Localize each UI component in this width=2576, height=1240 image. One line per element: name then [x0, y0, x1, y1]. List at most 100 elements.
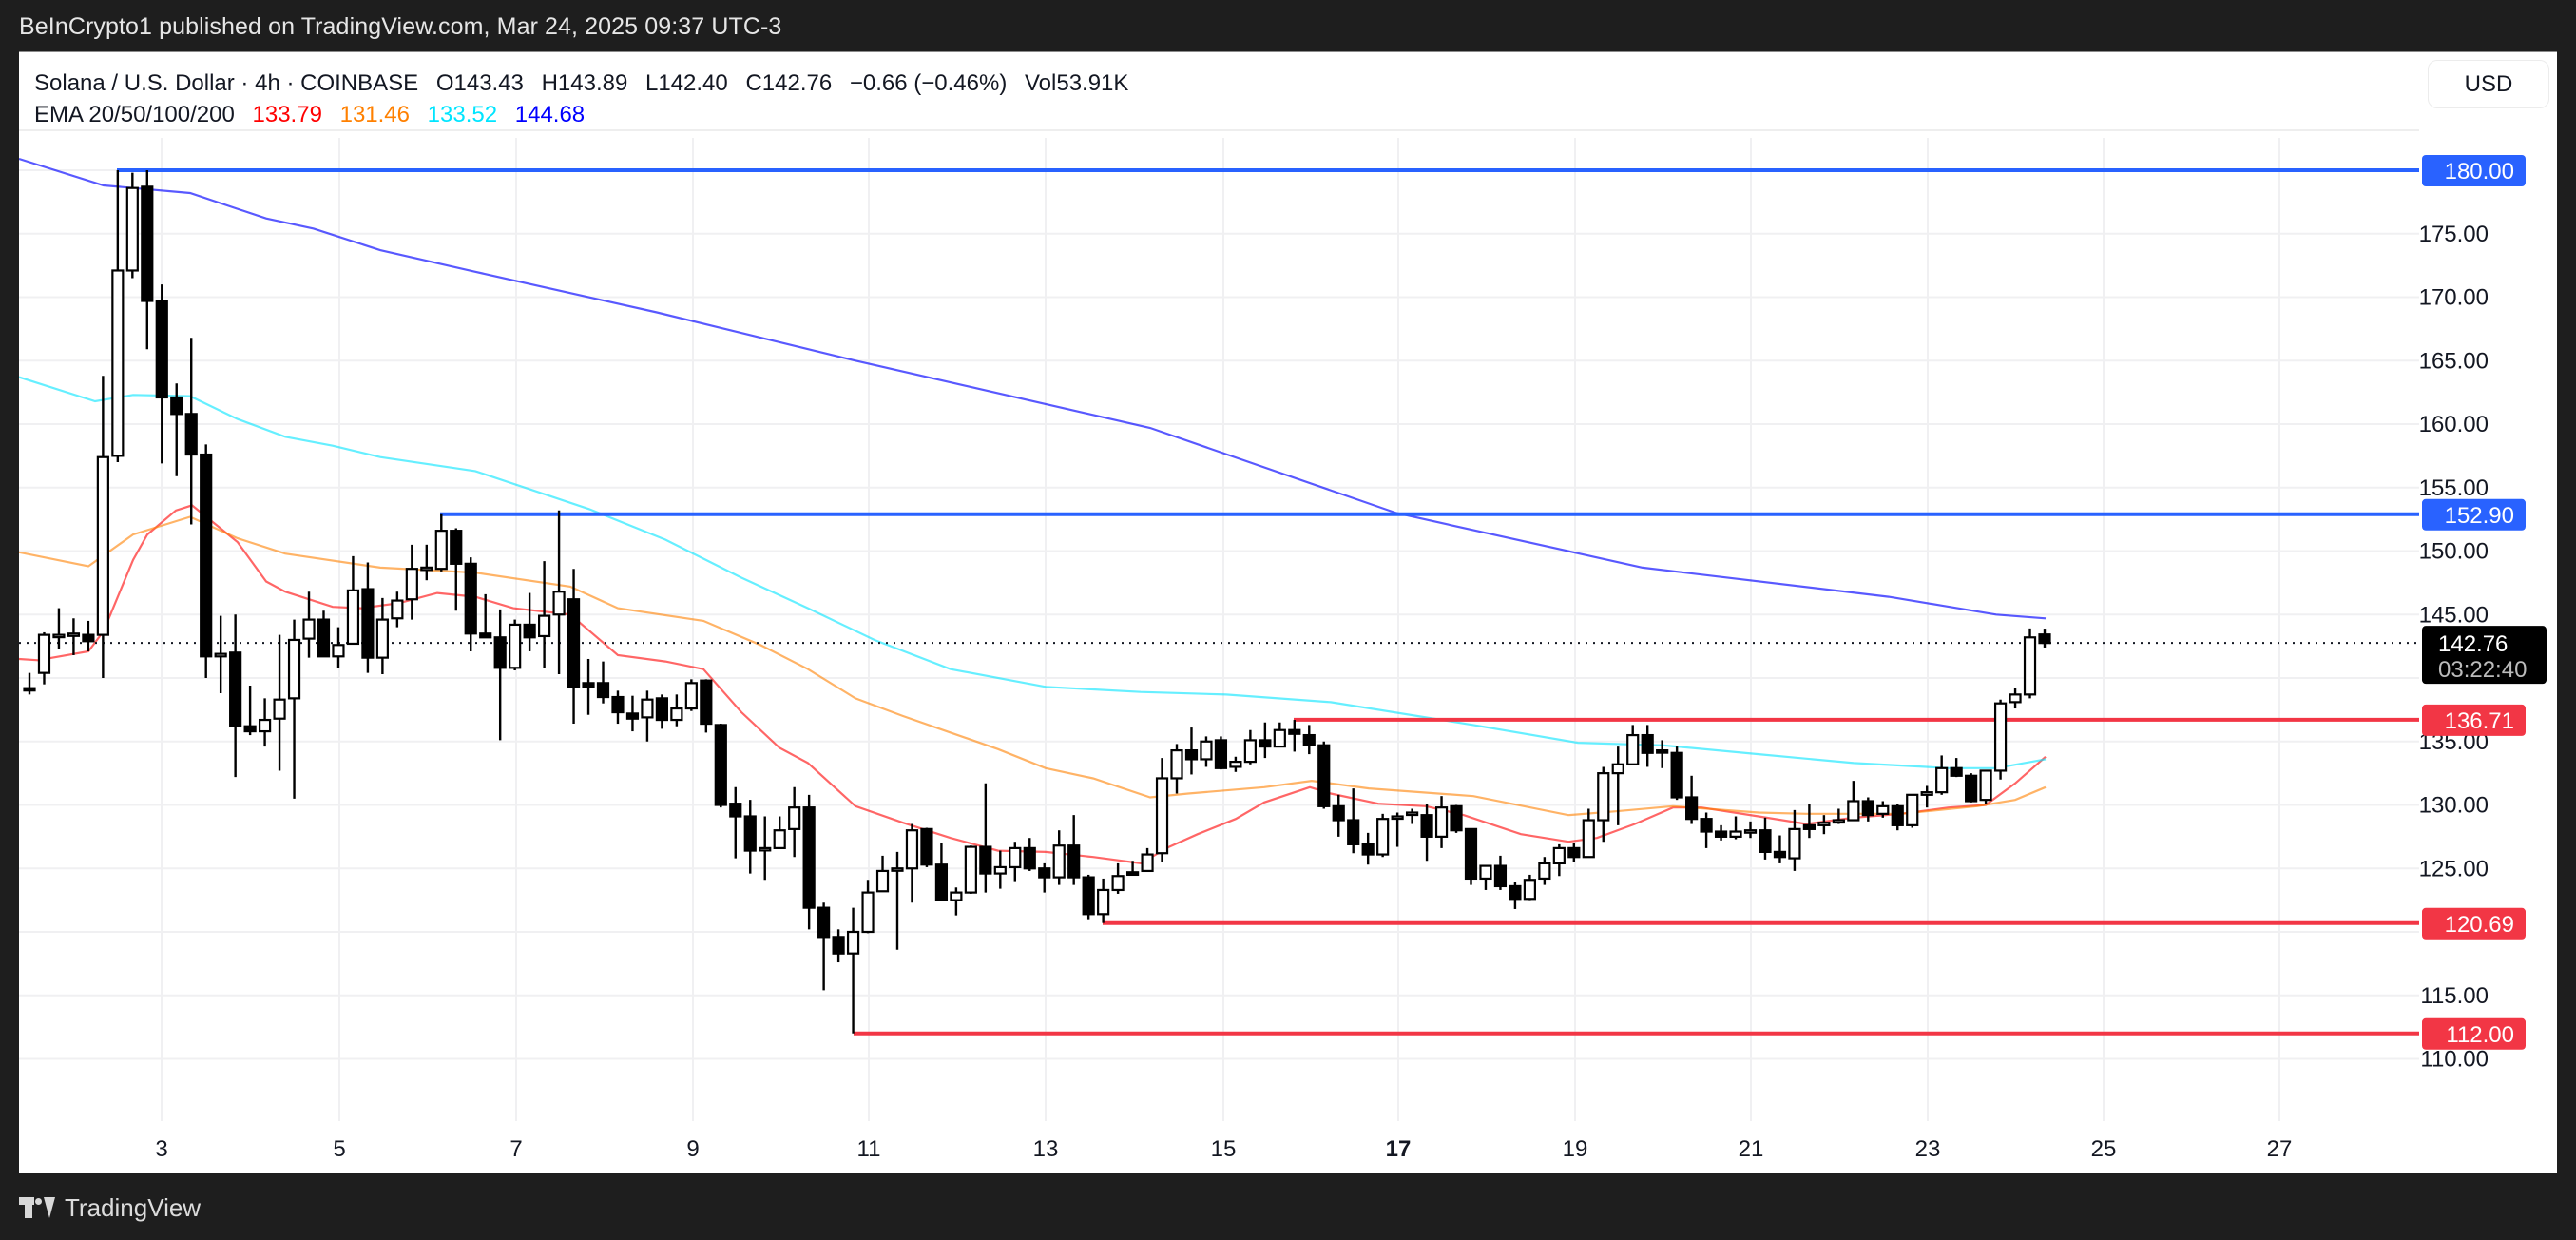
candle-bear[interactable] [1700, 818, 1713, 833]
candle-bear[interactable] [596, 682, 610, 699]
candle-bull[interactable] [1817, 822, 1831, 826]
candle-bull[interactable] [434, 530, 448, 571]
candle-bear[interactable] [479, 632, 492, 639]
candle-bear[interactable] [82, 633, 95, 643]
candle-bear[interactable] [184, 413, 198, 456]
candle-bear[interactable] [523, 623, 536, 639]
candle-bull[interactable] [258, 718, 272, 733]
candle-bear[interactable] [1259, 739, 1272, 748]
candle-bull[interactable] [1052, 844, 1066, 879]
candle-bear[interactable] [743, 815, 757, 852]
candle-bear[interactable] [1317, 744, 1331, 807]
candle-bear[interactable] [1184, 748, 1199, 761]
candle-bull[interactable] [1243, 739, 1257, 764]
candle-bull[interactable] [1626, 733, 1640, 765]
candle-bear[interactable] [625, 712, 640, 720]
candle-bear[interactable] [700, 679, 713, 726]
candle-bear[interactable] [243, 725, 257, 733]
candle-bull[interactable] [1788, 827, 1801, 860]
candle-bull[interactable] [1847, 800, 1860, 822]
candle-bear[interactable] [1773, 850, 1787, 859]
candle-bull[interactable] [1141, 853, 1154, 873]
candle-bull[interactable] [1391, 815, 1404, 821]
candle-bull[interactable] [891, 867, 904, 872]
candle-bear[interactable] [1361, 843, 1375, 856]
candle-bull[interactable] [1229, 761, 1242, 768]
candle-bull[interactable] [846, 930, 860, 955]
candle-bear[interactable] [1302, 733, 1316, 746]
candle-bull[interactable] [405, 568, 418, 601]
candle-bull[interactable] [1876, 804, 1890, 815]
candle-bull[interactable] [993, 865, 1007, 875]
candle-bear[interactable] [802, 806, 816, 909]
candle-bear[interactable] [450, 530, 463, 565]
candle-bear[interactable] [1038, 867, 1051, 879]
currency-button[interactable]: USD [2428, 60, 2549, 108]
candle-bull[interactable] [391, 599, 404, 620]
candle-bull[interactable] [1729, 830, 1742, 838]
candle-bear[interactable] [361, 588, 375, 659]
candle-bear[interactable] [1861, 800, 1874, 817]
candle-bear[interactable] [1450, 804, 1463, 832]
candle-bull[interactable] [1434, 806, 1449, 838]
candle-bull[interactable] [214, 652, 227, 658]
candle-bear[interactable] [1670, 751, 1683, 799]
candle-bear[interactable] [1464, 827, 1478, 881]
candle-bull[interactable] [670, 707, 683, 722]
candle-bear[interactable] [1567, 846, 1581, 859]
candle-bull[interactable] [773, 829, 786, 849]
candle-bull[interactable] [332, 644, 345, 658]
candle-bull[interactable] [111, 269, 125, 457]
candle-bear[interactable] [1509, 884, 1522, 901]
candle-bull[interactable] [2023, 636, 2037, 696]
candle-bull[interactable] [641, 698, 654, 719]
candle-bull[interactable] [1979, 769, 1992, 802]
candle-bear[interactable] [229, 651, 242, 727]
candle-bull[interactable] [1155, 777, 1169, 855]
candle-bull[interactable] [1523, 879, 1536, 901]
candle-bear[interactable] [817, 906, 831, 939]
candle-bull[interactable] [125, 186, 139, 272]
candle-bear[interactable] [23, 687, 36, 692]
candle-bull[interactable] [861, 891, 875, 934]
candle-bull[interactable] [1611, 763, 1624, 775]
candle-bear[interactable] [1656, 748, 1669, 754]
candle-bull[interactable] [1552, 846, 1566, 865]
candle-bull[interactable] [788, 806, 801, 830]
candle-bull[interactable] [509, 623, 522, 669]
candle-bull[interactable] [1597, 772, 1610, 822]
footer-brand[interactable]: TradingView [65, 1192, 202, 1222]
candle-bear[interactable] [979, 845, 992, 875]
chart-panel[interactable]: 175.00 170.00 165.00 160.00 155.00 150.00 145.… [19, 51, 2557, 1173]
candle-bull[interactable] [1538, 862, 1551, 881]
candle-bull[interactable] [684, 682, 698, 710]
candle-bear[interactable] [1288, 728, 1301, 735]
candle-bull[interactable] [1170, 748, 1183, 780]
candle-bull[interactable] [273, 698, 286, 720]
candle-bear[interactable] [582, 682, 595, 688]
candle-bull[interactable] [1935, 766, 1949, 794]
candle-bear[interactable] [920, 827, 933, 866]
candle-bull[interactable] [1111, 875, 1125, 892]
candle-bull[interactable] [346, 589, 360, 646]
candle-bear[interactable] [1420, 814, 1433, 838]
candle-bull[interactable] [1582, 819, 1595, 859]
candle-bear[interactable] [729, 803, 742, 818]
candle-bear[interactable] [1802, 823, 1817, 830]
candle-bear[interactable] [1082, 876, 1095, 916]
candle-bear[interactable] [1125, 871, 1140, 877]
candle-bull[interactable] [1273, 728, 1286, 748]
candle-bull[interactable] [950, 891, 963, 901]
candle-bull[interactable] [96, 455, 109, 636]
candle-bull[interactable] [52, 633, 66, 639]
candle-bull[interactable] [420, 566, 433, 572]
candle-bull[interactable] [1097, 888, 1110, 916]
candle-bear[interactable] [611, 695, 625, 714]
candle-bear[interactable] [317, 618, 331, 658]
candle-bull[interactable] [1376, 818, 1390, 856]
candle-bull[interactable] [1906, 793, 1919, 826]
candle-bull[interactable] [1405, 811, 1419, 817]
candle-bull[interactable] [1743, 829, 1758, 834]
candle-bull[interactable] [552, 591, 566, 616]
candle-bear[interactable] [1347, 819, 1360, 845]
